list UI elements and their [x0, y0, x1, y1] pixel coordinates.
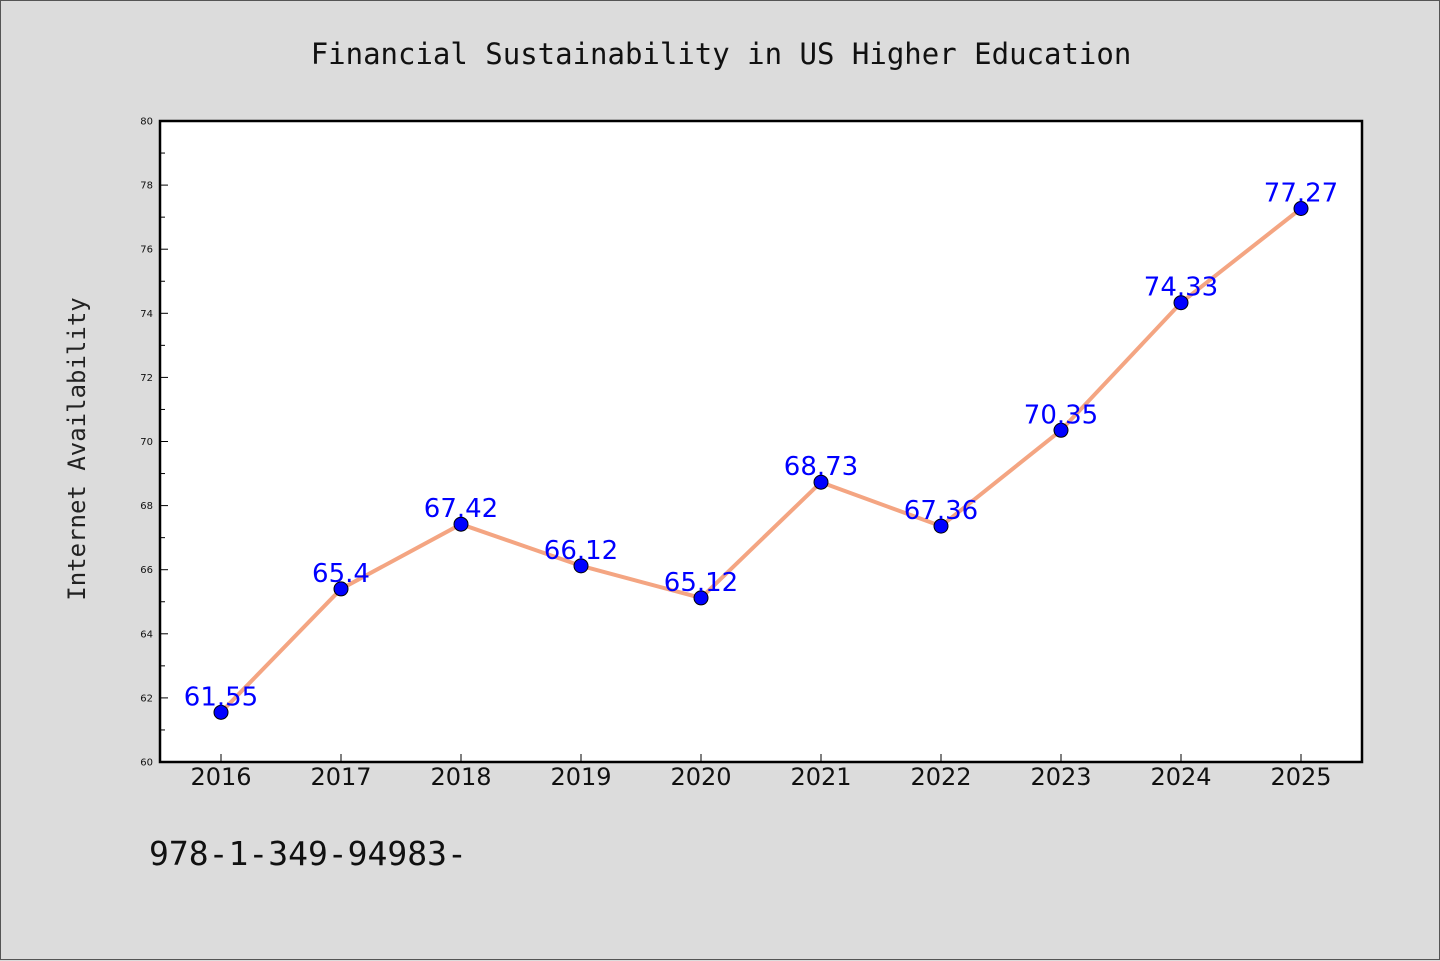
- footnote-isbn: 978-1-349-94983-: [149, 834, 467, 873]
- y-tick-label: 80: [140, 117, 153, 128]
- data-point: [573, 558, 589, 574]
- y-tick-label: 70: [140, 437, 153, 448]
- y-tick-label: 74: [140, 309, 153, 320]
- data-label: 61.55: [184, 682, 258, 712]
- plot-area: [160, 121, 1362, 762]
- data-label: 65.12: [664, 568, 738, 598]
- y-axis-label: Internet Availability: [63, 297, 91, 600]
- data-label: 74.33: [1144, 273, 1218, 303]
- x-tick-label: 2016: [190, 763, 251, 791]
- data-point: [333, 581, 349, 597]
- data-point: [813, 474, 829, 490]
- x-tick-label: 2023: [1030, 763, 1091, 791]
- data-label: 68.73: [784, 452, 858, 482]
- data-point: [213, 704, 229, 720]
- y-tick-label: 78: [140, 181, 153, 192]
- x-tick-label: 2021: [790, 763, 851, 791]
- data-label: 77.27: [1264, 178, 1338, 208]
- data-point: [453, 516, 469, 532]
- y-tick-label: 68: [140, 501, 153, 512]
- data-point: [693, 590, 709, 606]
- y-tick-label: 60: [140, 758, 153, 769]
- x-tick-label: 2024: [1150, 763, 1211, 791]
- x-tick-label: 2025: [1270, 763, 1331, 791]
- x-tick-label: 2022: [910, 763, 971, 791]
- data-point: [1293, 200, 1309, 216]
- y-tick-label: 64: [140, 629, 153, 640]
- chart-title: Financial Sustainability in US Higher Ed…: [311, 37, 1132, 71]
- data-label: 70.35: [1024, 400, 1098, 430]
- y-axis: 60 62 64 66 68 70 72 74 76 78 80: [140, 117, 168, 769]
- data-label: 67.36: [904, 496, 978, 526]
- data-point: [933, 518, 949, 534]
- data-point: [1173, 295, 1189, 311]
- y-tick-label: 62: [140, 693, 153, 704]
- plot-border: [158, 119, 1364, 764]
- x-axis: 2016 2017 2018 2019 2020 2021 2022 2023 2024 2025: [190, 754, 1332, 791]
- data-label: 65.4: [312, 559, 370, 589]
- x-tick-label: 2019: [550, 763, 611, 791]
- y-tick-label: 66: [140, 565, 153, 576]
- x-tick-label: 2018: [430, 763, 491, 791]
- data-label: 66.12: [544, 536, 618, 566]
- data-label: 67.42: [424, 494, 498, 524]
- series-line-path: [219, 206, 1303, 714]
- x-tick-label: 2017: [310, 763, 371, 791]
- y-tick-label: 72: [140, 373, 153, 384]
- series-line: 61.55 65.4 67.42 66.12 65.12 68.73 67.36 70.35 7…: [184, 178, 1338, 720]
- y-tick-label: 76: [140, 245, 153, 256]
- x-tick-label: 2020: [670, 763, 731, 791]
- data-point: [1053, 422, 1069, 438]
